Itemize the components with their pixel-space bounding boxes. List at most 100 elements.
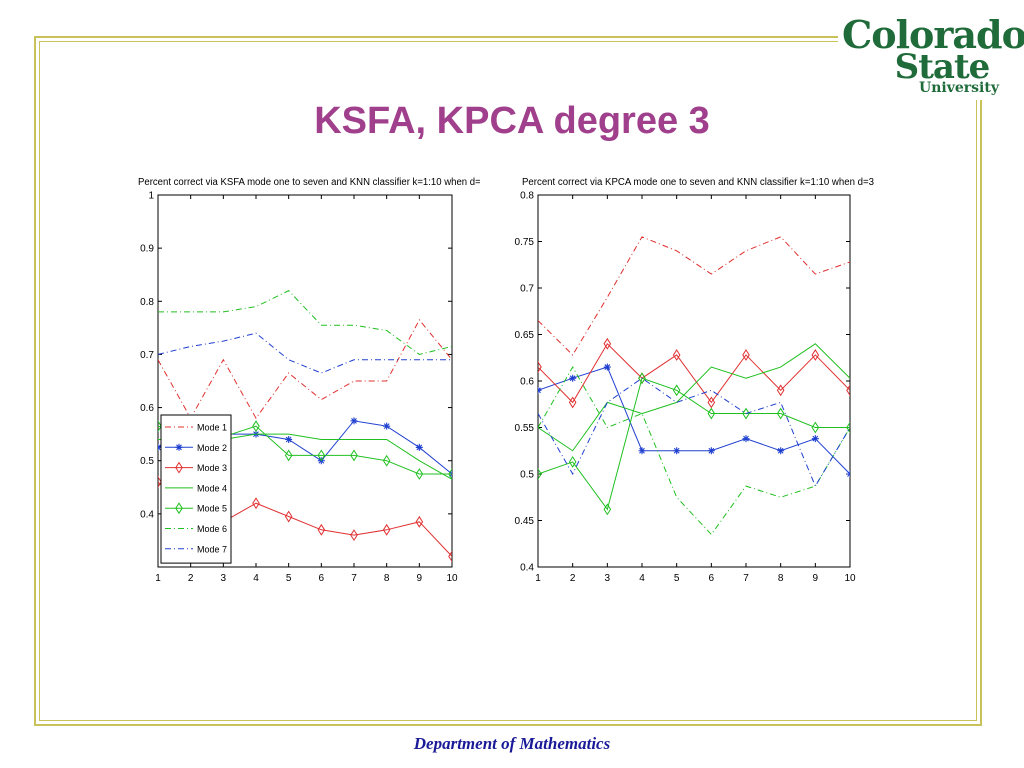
series-mode-1 (158, 318, 452, 420)
y-tick-label: 0.4 (520, 563, 534, 574)
data-point (382, 454, 391, 467)
data-point (415, 443, 423, 451)
data-point (415, 515, 424, 528)
x-tick-label: 6 (319, 573, 325, 584)
slide-title: KSFA, KPCA degree 3 (314, 100, 710, 142)
data-point (811, 349, 820, 361)
chart-title: Percent correct via KSFA mode one to sev… (138, 177, 480, 188)
series-line (158, 332, 452, 374)
x-tick-label: 4 (639, 573, 645, 584)
slide-frame-inner (39, 41, 977, 721)
x-tick-label: 8 (778, 573, 784, 584)
data-point (284, 510, 293, 523)
series-line (538, 236, 850, 356)
logo-line-1: Colorado (842, 12, 1024, 57)
x-tick-label: 3 (605, 573, 611, 584)
data-point (538, 386, 542, 394)
x-tick-label: 10 (446, 573, 458, 584)
y-tick-label: 0.9 (140, 244, 154, 255)
data-point (284, 449, 293, 462)
data-point (846, 421, 850, 434)
data-point (603, 363, 611, 371)
legend-marker (175, 461, 183, 474)
data-point (603, 503, 612, 516)
series-line (538, 343, 850, 452)
y-tick-label: 0.8 (520, 191, 534, 202)
x-tick-label: 9 (417, 573, 423, 584)
legend-marker (175, 502, 183, 515)
series-line (538, 366, 850, 536)
data-point (448, 468, 452, 480)
data-point (707, 447, 715, 455)
data-point (538, 361, 542, 373)
data-point (846, 384, 850, 397)
series-line (538, 377, 850, 511)
series-mode-3 (538, 337, 850, 409)
data-point (448, 550, 452, 563)
series-mode-5 (538, 372, 850, 516)
ksfa-chart: Percent correct via KSFA mode one to sev… (138, 177, 480, 584)
university-logo: Colorado State University (842, 12, 1024, 96)
data-point (383, 422, 391, 430)
logo-line-3: University (919, 80, 999, 96)
x-tick-label: 5 (674, 573, 680, 584)
slide-footer: Department of Mathematics (413, 734, 611, 753)
series-line (158, 318, 452, 420)
x-tick-label: 7 (743, 573, 749, 584)
legend-box (160, 414, 232, 564)
kpca-chart: Percent correct via KPCA mode one to sev… (515, 177, 875, 584)
data-point (846, 470, 850, 478)
data-point (568, 455, 577, 468)
x-tick-label: 10 (844, 573, 856, 584)
logo-background (838, 14, 1014, 100)
legend-label: Mode 6 (197, 524, 227, 534)
series-line (158, 290, 452, 355)
legend-label: Mode 3 (197, 463, 227, 473)
series-line (538, 342, 850, 404)
legend-label: Mode 4 (197, 483, 227, 493)
y-tick-label: 0.65 (515, 330, 535, 341)
series-mode-7 (158, 332, 452, 374)
y-tick-label: 0.45 (515, 516, 535, 527)
x-tick-label: 2 (570, 573, 576, 584)
data-point (568, 396, 577, 409)
y-tick-label: 0.55 (515, 423, 535, 434)
data-point (252, 497, 260, 510)
data-point (382, 523, 391, 536)
x-tick-label: 2 (188, 573, 194, 584)
x-tick-label: 1 (535, 573, 541, 584)
series-mode-1 (538, 236, 850, 356)
data-point (742, 349, 750, 361)
data-point (350, 529, 358, 542)
data-point (638, 447, 646, 455)
data-point (158, 420, 162, 433)
legend-label: Mode 1 (197, 423, 227, 433)
data-point (350, 449, 358, 462)
x-tick-label: 5 (286, 573, 292, 584)
plot-area (537, 194, 851, 568)
data-point (317, 449, 326, 462)
x-tick-label: 6 (709, 573, 715, 584)
data-point (350, 417, 358, 425)
data-point (776, 407, 785, 420)
series-mode-7 (538, 377, 850, 488)
series-mode-4 (538, 343, 850, 452)
data-point (673, 447, 681, 455)
x-tick-label: 7 (351, 573, 357, 584)
data-point (707, 407, 716, 420)
y-tick-label: 0.7 (140, 350, 154, 361)
y-tick-label: 0.6 (140, 403, 154, 414)
logo-line-2: State (894, 47, 991, 87)
y-tick-label: 0.7 (520, 284, 534, 295)
data-point (742, 407, 750, 420)
y-tick-label: 0.5 (140, 456, 154, 467)
data-point (742, 435, 750, 443)
x-tick-label: 1 (155, 573, 161, 584)
legend-label: Mode 2 (197, 443, 227, 453)
x-tick-label: 9 (813, 573, 819, 584)
series-mode-6 (538, 366, 850, 536)
data-point (252, 420, 260, 433)
data-point (707, 396, 716, 409)
x-tick-label: 3 (221, 573, 227, 584)
data-point (603, 337, 612, 350)
